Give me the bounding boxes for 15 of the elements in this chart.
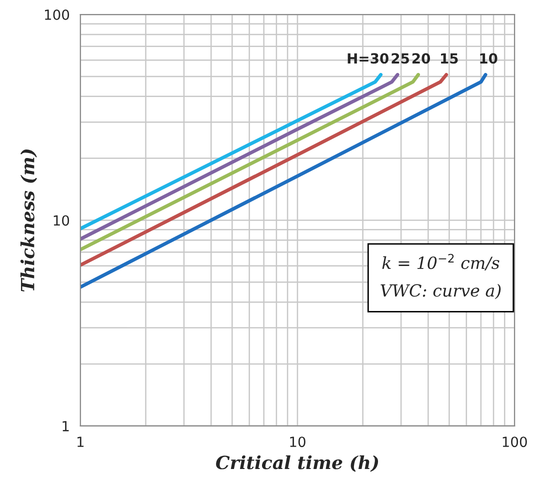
y-tick-label: 10 xyxy=(54,215,70,226)
series-label: H=30 xyxy=(348,53,388,64)
y-tick-label: 1 xyxy=(62,421,69,432)
x-axis-title: Critical time (h) xyxy=(216,455,378,472)
x-tick-label: 1 xyxy=(78,436,84,447)
series-label: 15 xyxy=(441,53,458,64)
x-tick-label: 10 xyxy=(290,436,306,448)
y-axis-title: Thickness (m) xyxy=(20,150,37,292)
y-tick-label: 100 xyxy=(45,9,70,20)
series-label: 20 xyxy=(412,53,430,64)
series-label: 10 xyxy=(480,53,498,64)
annotation: VWC: curve a) xyxy=(380,284,501,300)
series-label: 25 xyxy=(392,53,410,64)
annotation: k = 10$^{−2}$ cm/s xyxy=(382,254,500,270)
x-tick-label: 100 xyxy=(502,436,527,448)
